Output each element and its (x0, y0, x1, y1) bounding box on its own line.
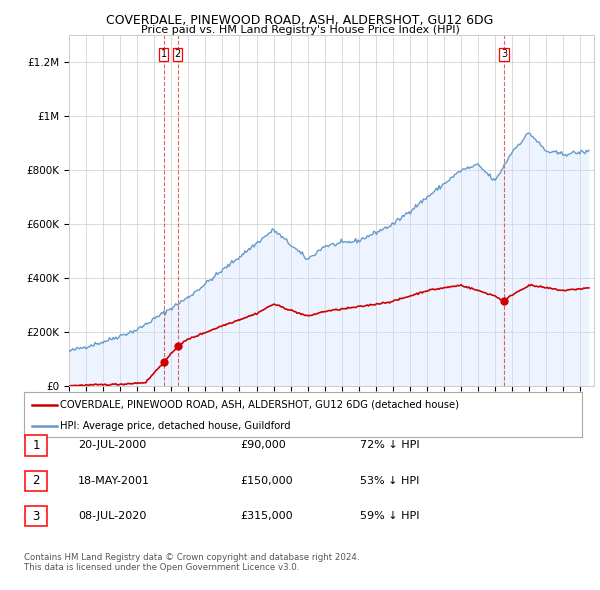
FancyBboxPatch shape (25, 471, 47, 491)
Text: 2: 2 (32, 474, 40, 487)
Text: £90,000: £90,000 (240, 441, 286, 450)
Text: 18-MAY-2001: 18-MAY-2001 (78, 476, 150, 486)
Text: £315,000: £315,000 (240, 512, 293, 521)
Text: HPI: Average price, detached house, Guildford: HPI: Average price, detached house, Guil… (60, 421, 291, 431)
Text: 3: 3 (501, 50, 507, 60)
Text: COVERDALE, PINEWOOD ROAD, ASH, ALDERSHOT, GU12 6DG: COVERDALE, PINEWOOD ROAD, ASH, ALDERSHOT… (106, 14, 494, 27)
Text: Contains HM Land Registry data © Crown copyright and database right 2024.: Contains HM Land Registry data © Crown c… (24, 553, 359, 562)
Text: 2: 2 (175, 50, 181, 60)
Text: 08-JUL-2020: 08-JUL-2020 (78, 512, 146, 521)
Text: 20-JUL-2000: 20-JUL-2000 (78, 441, 146, 450)
Text: 1: 1 (32, 439, 40, 452)
FancyBboxPatch shape (25, 435, 47, 455)
Text: COVERDALE, PINEWOOD ROAD, ASH, ALDERSHOT, GU12 6DG (detached house): COVERDALE, PINEWOOD ROAD, ASH, ALDERSHOT… (60, 400, 459, 409)
Text: 72% ↓ HPI: 72% ↓ HPI (360, 441, 419, 450)
Text: Price paid vs. HM Land Registry's House Price Index (HPI): Price paid vs. HM Land Registry's House … (140, 25, 460, 35)
Text: 59% ↓ HPI: 59% ↓ HPI (360, 512, 419, 521)
Text: 3: 3 (32, 510, 40, 523)
Text: 1: 1 (161, 50, 167, 60)
Text: £150,000: £150,000 (240, 476, 293, 486)
FancyBboxPatch shape (25, 506, 47, 526)
Text: This data is licensed under the Open Government Licence v3.0.: This data is licensed under the Open Gov… (24, 563, 299, 572)
Text: 53% ↓ HPI: 53% ↓ HPI (360, 476, 419, 486)
